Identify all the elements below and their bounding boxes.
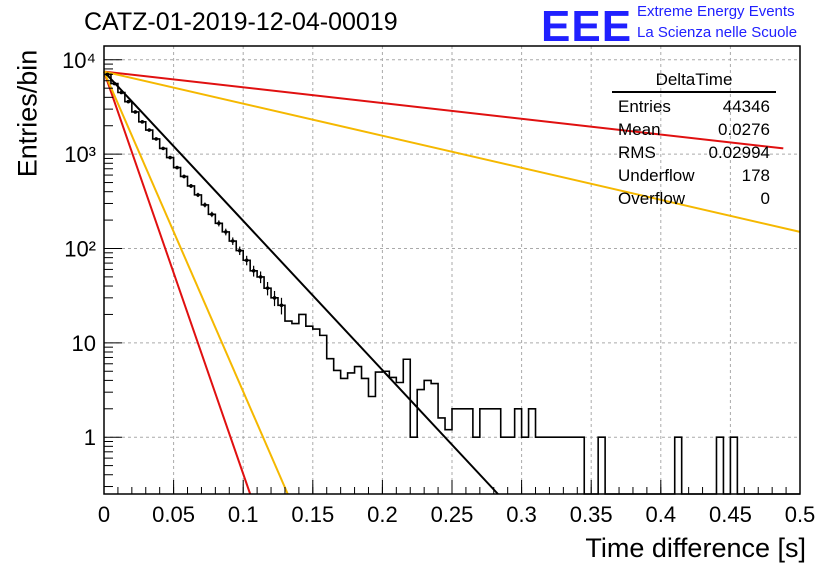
x-tick-label: 0.5 bbox=[785, 502, 816, 527]
y-tick-label: 10² bbox=[64, 236, 96, 261]
data-point bbox=[237, 248, 242, 253]
y-tick-label: 1 bbox=[84, 425, 96, 450]
x-tick-labels: 0 0.05 0.1 0.15 0.2 0.25 0.3 0.35 0.4 0.45 0.5 bbox=[98, 502, 815, 527]
x-tick-label: 0.1 bbox=[228, 502, 259, 527]
stats-value: 178 bbox=[741, 166, 770, 185]
x-tick-label: 0.4 bbox=[646, 502, 677, 527]
data-point bbox=[258, 275, 263, 279]
x-tick-label: 0 bbox=[98, 502, 110, 527]
stats-value: 0 bbox=[760, 189, 770, 208]
data-point bbox=[168, 155, 172, 160]
data-point bbox=[196, 193, 200, 197]
data-point bbox=[272, 296, 277, 300]
stats-value: 0.0276 bbox=[718, 120, 770, 139]
fit-line bbox=[103, 70, 784, 150]
x-tick-label: 0.15 bbox=[291, 502, 334, 527]
stats-box: DeltaTime Entries 44346 Mean 0.0276 RMS 0.0… bbox=[612, 70, 776, 210]
data-point bbox=[224, 230, 228, 234]
data-point bbox=[154, 137, 158, 141]
stats-title: DeltaTime bbox=[612, 70, 776, 93]
data-point bbox=[140, 120, 145, 124]
stats-value: 44346 bbox=[722, 97, 770, 116]
stats-value: 0.02994 bbox=[708, 143, 770, 162]
data-point bbox=[251, 269, 256, 273]
data-point bbox=[161, 146, 165, 151]
x-axis-label: Time difference [s] bbox=[585, 533, 806, 563]
stats-label: Mean bbox=[618, 120, 661, 139]
y-tick-label: 10⁴ bbox=[62, 48, 96, 73]
x-tick-label: 0.35 bbox=[570, 502, 613, 527]
data-point bbox=[126, 99, 131, 104]
data-point bbox=[279, 303, 284, 308]
eee-logo: EEE bbox=[541, 2, 633, 51]
stats-row: Underflow 178 bbox=[612, 164, 776, 187]
data-point bbox=[203, 203, 207, 207]
data-point bbox=[119, 90, 124, 95]
logo-line-2: La Scienza nelle Scuole bbox=[637, 24, 798, 41]
data-point bbox=[189, 184, 193, 188]
logo-line-1: Extreme Energy Events bbox=[637, 3, 795, 20]
fit-line bbox=[103, 70, 801, 233]
y-axis-label: Entries/bin bbox=[12, 49, 43, 178]
fit-line bbox=[103, 70, 499, 495]
data-point bbox=[265, 286, 270, 290]
fit-lines bbox=[103, 70, 801, 495]
x-tick-label: 0.2 bbox=[367, 502, 398, 527]
stats-label: Entries bbox=[618, 97, 671, 116]
data-point bbox=[133, 110, 138, 114]
y-tick-label: 10³ bbox=[64, 142, 96, 167]
x-tick-label: 0.25 bbox=[431, 502, 474, 527]
data-point bbox=[217, 221, 221, 226]
fit-line bbox=[103, 71, 252, 495]
x-tick-label: 0.05 bbox=[152, 502, 195, 527]
fit-line bbox=[103, 71, 289, 495]
data-point bbox=[175, 165, 179, 170]
data-point bbox=[147, 128, 152, 132]
chart-title: CATZ-01-2019-12-04-00019 bbox=[84, 8, 398, 36]
stats-row: Mean 0.0276 bbox=[612, 118, 776, 141]
data-point bbox=[182, 174, 186, 179]
y-tick-label: 10 bbox=[72, 331, 96, 356]
stats-row: Entries 44346 bbox=[612, 95, 776, 118]
stats-label: Underflow bbox=[618, 166, 695, 185]
data-point bbox=[230, 239, 235, 243]
stats-label: Overflow bbox=[618, 189, 686, 208]
stats-row: RMS 0.02994 bbox=[612, 141, 776, 164]
x-tick-label: 0.45 bbox=[709, 502, 752, 527]
y-tick-labels: 1 10 10² 10³ 10⁴ bbox=[62, 48, 96, 450]
data-point bbox=[244, 258, 249, 263]
stats-label: RMS bbox=[618, 143, 656, 162]
data-point bbox=[210, 212, 214, 217]
axis-ticks bbox=[103, 59, 801, 494]
data-point bbox=[112, 81, 117, 86]
stats-row: Overflow 0 bbox=[612, 187, 776, 210]
x-tick-label: 0.3 bbox=[506, 502, 537, 527]
